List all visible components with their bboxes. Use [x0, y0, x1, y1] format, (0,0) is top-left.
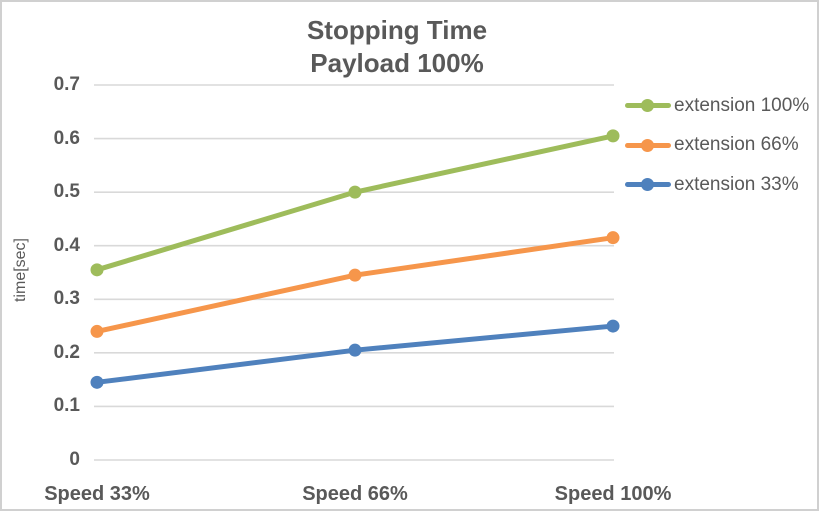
chart-title: Stopping Time Payload 100%	[2, 14, 792, 80]
data-point-marker	[90, 263, 104, 277]
data-point-marker	[606, 319, 620, 333]
legend-label: extension 33%	[674, 173, 799, 195]
data-point-marker	[348, 185, 362, 199]
legend-item: extension 100%	[625, 86, 815, 126]
legend: extension 100% extension 66% extension 3…	[625, 86, 815, 205]
legend-line-marker-icon	[625, 99, 671, 113]
y-tick-label: 0.1	[53, 395, 80, 417]
data-point-marker	[606, 231, 620, 245]
legend-label: extension 66%	[674, 134, 799, 156]
data-point-marker	[90, 375, 104, 389]
legend-line-marker-icon	[625, 138, 671, 152]
y-tick-label: 0	[69, 449, 80, 470]
x-tick-label: Speed 66%	[302, 483, 408, 505]
y-tick-label: 0.2	[53, 341, 80, 363]
y-tick-label: 0.3	[53, 288, 80, 310]
x-tick-label: Speed 33%	[44, 483, 150, 505]
data-point-marker	[348, 343, 362, 357]
chart-title-line1: Stopping Time	[306, 15, 488, 45]
data-point-marker	[606, 129, 620, 143]
y-tick-label: 0.7	[53, 74, 80, 95]
y-tick-label: 0.5	[53, 181, 80, 203]
series-line-1	[94, 235, 616, 334]
data-point-marker	[348, 268, 362, 282]
data-point-marker	[90, 324, 104, 338]
legend-label: extension 100%	[674, 94, 810, 116]
x-tick-label: Speed 100%	[554, 483, 672, 505]
legend-line-marker-icon	[625, 178, 671, 192]
legend-item: extension 33%	[625, 165, 815, 205]
legend-item: extension 66%	[625, 126, 815, 166]
chart-title-line2: Payload 100%	[310, 48, 484, 78]
y-tick-label: 0.6	[53, 127, 80, 149]
y-tick-label: 0.4	[53, 234, 80, 256]
